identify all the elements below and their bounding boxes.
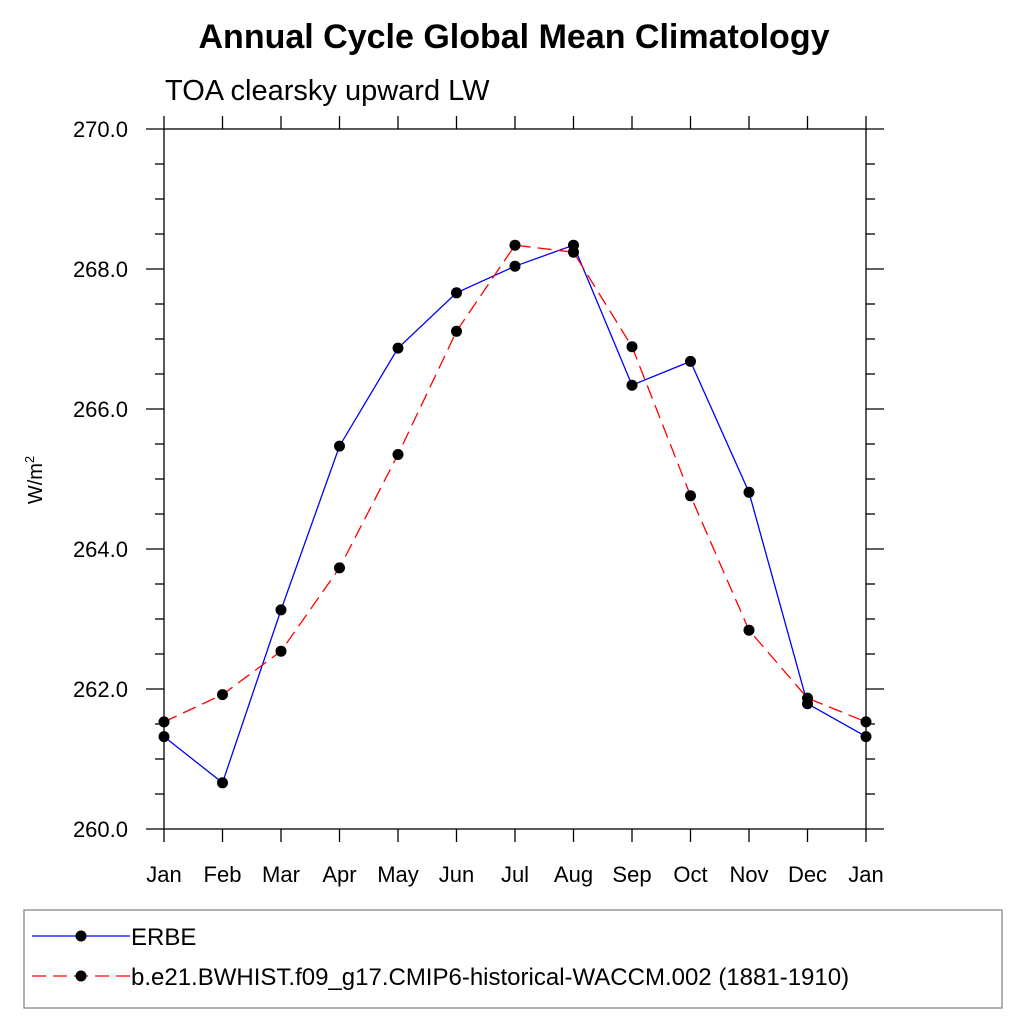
legend-box bbox=[23, 909, 1003, 1009]
series-line-1 bbox=[163, 244, 867, 723]
y-tick-label: 266.0 bbox=[73, 397, 128, 422]
data-point bbox=[217, 689, 228, 701]
data-point bbox=[860, 731, 872, 743]
data-point bbox=[334, 440, 345, 452]
legend-marker-1 bbox=[75, 970, 87, 982]
y-tick-label: 268.0 bbox=[73, 257, 128, 282]
y-axis-label-superscript: 2 bbox=[22, 456, 37, 463]
legend-label-1: b.e21.BWHIST.f09_g17.CMIP6-historical-WA… bbox=[131, 964, 849, 991]
y-tick-label: 270.0 bbox=[73, 117, 128, 142]
data-point bbox=[685, 355, 696, 367]
y-tick-label: 262.0 bbox=[73, 677, 128, 702]
chart-title: Annual Cycle Global Mean Climatology bbox=[199, 18, 830, 56]
data-point bbox=[802, 692, 813, 704]
x-tick-label: Jan bbox=[146, 862, 181, 887]
data-point bbox=[275, 645, 287, 657]
data-point bbox=[626, 341, 638, 353]
x-tick-label: May bbox=[377, 862, 419, 887]
data-point bbox=[743, 624, 755, 636]
data-point bbox=[568, 246, 579, 258]
legend-label-0: ERBE bbox=[131, 924, 196, 951]
y-axis-label: W/m2 bbox=[22, 456, 47, 504]
data-point bbox=[392, 449, 404, 460]
data-point bbox=[860, 716, 872, 728]
axis-ticks: Jan Feb Mar Apr May Jun Jul Aug Sep Oct Nov Dec Jan 2… bbox=[73, 116, 884, 887]
x-tick-label: Jan bbox=[848, 862, 883, 887]
x-tick-label: Nov bbox=[729, 862, 768, 887]
data-point bbox=[626, 379, 638, 391]
legend-marker-0 bbox=[75, 930, 87, 942]
x-tick-label: Sep bbox=[612, 862, 651, 887]
y-axis-label-unit: W/m bbox=[25, 463, 47, 504]
data-point bbox=[275, 604, 287, 616]
x-tick-label: Oct bbox=[673, 862, 707, 887]
data-point bbox=[509, 260, 521, 272]
x-tick-label: Jun bbox=[439, 862, 474, 887]
series-1 bbox=[158, 239, 872, 728]
series-layer bbox=[158, 239, 872, 789]
data-point bbox=[451, 325, 462, 337]
x-tick-label: Dec bbox=[788, 862, 827, 887]
x-tick-label: Mar bbox=[262, 862, 300, 887]
data-point bbox=[217, 777, 228, 789]
data-point bbox=[743, 486, 755, 498]
data-point bbox=[158, 731, 170, 743]
chart-subtitle: TOA clearsky upward LW bbox=[165, 75, 490, 107]
plot-frame bbox=[163, 128, 867, 830]
x-tick-label: Jul bbox=[501, 862, 529, 887]
y-tick-label: 260.0 bbox=[73, 817, 128, 842]
y-tick-label: 264.0 bbox=[73, 537, 128, 562]
data-point bbox=[334, 562, 345, 574]
series-line-0 bbox=[163, 244, 867, 784]
series-0 bbox=[158, 239, 872, 789]
data-point bbox=[685, 490, 696, 502]
data-point bbox=[158, 716, 170, 728]
x-tick-label: Feb bbox=[204, 862, 242, 887]
legend: ERBE b.e21.BWHIST.f09_g17.CMIP6-historica… bbox=[23, 909, 1003, 1009]
data-point bbox=[451, 287, 462, 299]
data-point bbox=[392, 342, 404, 354]
x-tick-label: Apr bbox=[322, 862, 356, 887]
data-point bbox=[509, 239, 521, 251]
x-tick-label: Aug bbox=[554, 862, 593, 887]
